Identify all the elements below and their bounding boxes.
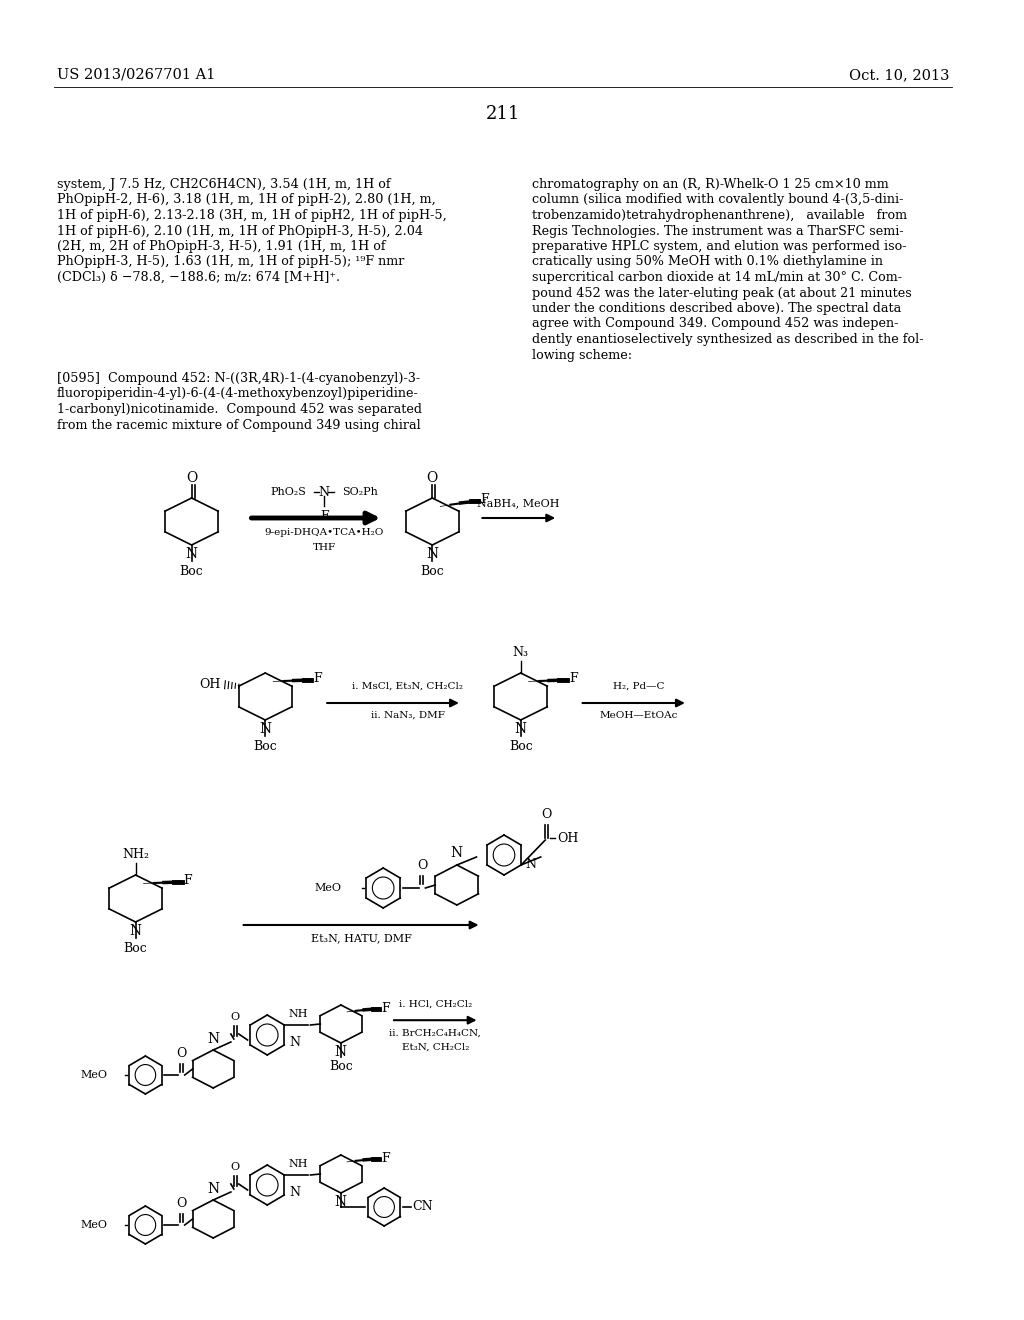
Text: agree with Compound 349. Compound 452 was indepen-: agree with Compound 349. Compound 452 wa… (532, 318, 899, 330)
Text: fluoropiperidin-4-yl)-6-(4-(4-methoxybenzoyl)piperidine-: fluoropiperidin-4-yl)-6-(4-(4-methoxyben… (57, 388, 419, 400)
Text: Boc: Boc (509, 741, 532, 752)
Text: Et₃N, HATU, DMF: Et₃N, HATU, DMF (310, 933, 412, 942)
Text: supercritical carbon dioxide at 14 mL/min at 30° C. Com-: supercritical carbon dioxide at 14 mL/mi… (532, 271, 902, 284)
Text: H₂, Pd—C: H₂, Pd—C (612, 682, 665, 690)
Text: O: O (230, 1162, 240, 1172)
Text: Boc: Boc (124, 942, 147, 954)
Text: O: O (176, 1047, 186, 1060)
Text: N: N (207, 1032, 219, 1045)
Text: [0595]  Compound 452: N-((3R,4R)-1-(4-cyanobenzyl)-3-: [0595] Compound 452: N-((3R,4R)-1-(4-cya… (57, 372, 420, 385)
Text: N: N (515, 722, 526, 737)
Text: O: O (230, 1012, 240, 1022)
Text: N: N (207, 1181, 219, 1196)
Text: i. MsCl, Et₃N, CH₂Cl₂: i. MsCl, Et₃N, CH₂Cl₂ (352, 682, 463, 690)
Text: F: F (381, 1002, 390, 1015)
Text: N: N (335, 1045, 347, 1059)
Text: Et₃N, CH₂Cl₂: Et₃N, CH₂Cl₂ (401, 1043, 469, 1051)
Text: PhOpipH-2, H-6), 3.18 (1H, m, 1H of pipH-2), 2.80 (1H, m,: PhOpipH-2, H-6), 3.18 (1H, m, 1H of pipH… (57, 194, 436, 206)
Text: dently enantioselectively synthesized as described in the fol-: dently enantioselectively synthesized as… (532, 333, 924, 346)
Text: Oct. 10, 2013: Oct. 10, 2013 (849, 69, 949, 82)
Text: 1H of pipH-6), 2.13-2.18 (3H, m, 1H of pipH2, 1H of pipH-5,: 1H of pipH-6), 2.13-2.18 (3H, m, 1H of p… (57, 209, 446, 222)
Text: 211: 211 (485, 106, 520, 123)
Text: preparative HPLC system, and elution was performed iso-: preparative HPLC system, and elution was… (532, 240, 907, 253)
Text: trobenzamido)tetrahydrophenanthrene),   available   from: trobenzamido)tetrahydrophenanthrene), av… (532, 209, 907, 222)
Text: NH: NH (289, 1008, 308, 1019)
Text: O: O (176, 1197, 186, 1210)
Text: N: N (335, 1195, 347, 1209)
Text: OH: OH (557, 832, 579, 845)
Text: MeO: MeO (315, 883, 342, 894)
Text: i. HCl, CH₂Cl₂: i. HCl, CH₂Cl₂ (398, 999, 472, 1008)
Text: F: F (480, 492, 489, 506)
Text: F: F (381, 1151, 390, 1164)
Text: MeO: MeO (80, 1220, 108, 1230)
Text: O: O (542, 808, 552, 821)
Text: CN: CN (413, 1200, 433, 1213)
Text: 9-epi-DHQA•TCA•H₂O: 9-epi-DHQA•TCA•H₂O (264, 528, 384, 537)
Text: Boc: Boc (329, 1060, 353, 1073)
Text: N: N (525, 858, 537, 871)
Text: column (silica modified with covalently bound 4-(3,5-dini-: column (silica modified with covalently … (532, 194, 904, 206)
Text: O: O (186, 471, 198, 484)
Text: F: F (569, 672, 578, 685)
Text: lowing scheme:: lowing scheme: (532, 348, 633, 362)
Text: ii. BrCH₂C₄H₄CN,: ii. BrCH₂C₄H₄CN, (389, 1028, 481, 1038)
Text: system, J 7.5 Hz, CH2C6H4CN), 3.54 (1H, m, 1H of: system, J 7.5 Hz, CH2C6H4CN), 3.54 (1H, … (57, 178, 390, 191)
Text: US 2013/0267701 A1: US 2013/0267701 A1 (57, 69, 215, 82)
Text: N: N (289, 1036, 300, 1049)
Text: NH₂: NH₂ (122, 847, 150, 861)
Text: O: O (427, 471, 438, 484)
Text: PhO₂S: PhO₂S (270, 487, 306, 498)
Text: PhOpipH-3, H-5), 1.63 (1H, m, 1H of pipH-5); ¹⁹F nmr: PhOpipH-3, H-5), 1.63 (1H, m, 1H of pipH… (57, 256, 404, 268)
Text: cratically using 50% MeOH with 0.1% diethylamine in: cratically using 50% MeOH with 0.1% diet… (532, 256, 884, 268)
Text: N₃: N₃ (513, 645, 528, 659)
Text: SO₂Ph: SO₂Ph (342, 487, 378, 498)
Text: Boc: Boc (253, 741, 278, 752)
Text: (CDCl₃) δ −78.8, −188.6; m/z: 674 [M+H]⁺.: (CDCl₃) δ −78.8, −188.6; m/z: 674 [M+H]⁺… (57, 271, 340, 284)
Text: THF: THF (312, 543, 336, 552)
Text: pound 452 was the later-eluting peak (at about 21 minutes: pound 452 was the later-eluting peak (at… (532, 286, 912, 300)
Text: MeO: MeO (80, 1071, 108, 1080)
Text: 1H of pipH-6), 2.10 (1H, m, 1H of PhOpipH-3, H-5), 2.04: 1H of pipH-6), 2.10 (1H, m, 1H of PhOpip… (57, 224, 423, 238)
Text: N: N (451, 846, 463, 861)
Text: N: N (259, 722, 271, 737)
Text: NaBH₄, MeOH: NaBH₄, MeOH (477, 498, 560, 508)
Text: Boc: Boc (421, 565, 444, 578)
Text: Boc: Boc (179, 565, 204, 578)
Text: N: N (185, 546, 198, 561)
Text: N: N (289, 1187, 300, 1200)
Text: ii. NaN₃, DMF: ii. NaN₃, DMF (371, 711, 444, 719)
Text: F: F (183, 874, 193, 887)
Text: under the conditions described above). The spectral data: under the conditions described above). T… (532, 302, 902, 315)
Text: F: F (319, 510, 329, 523)
Text: O: O (417, 859, 427, 873)
Text: MeOH—EtOAc: MeOH—EtOAc (599, 711, 678, 719)
Text: 1-carbonyl)nicotinamide.  Compound 452 was separated: 1-carbonyl)nicotinamide. Compound 452 wa… (57, 403, 422, 416)
Text: F: F (313, 672, 322, 685)
Text: chromatography on an (R, R)-Whelk-O 1 25 cm×10 mm: chromatography on an (R, R)-Whelk-O 1 25… (532, 178, 889, 191)
Text: OH: OH (200, 678, 221, 692)
Text: (2H, m, 2H of PhOpipH-3, H-5), 1.91 (1H, m, 1H of: (2H, m, 2H of PhOpipH-3, H-5), 1.91 (1H,… (57, 240, 386, 253)
Text: N: N (318, 486, 330, 499)
Text: Regis Technologies. The instrument was a TharSFC semi-: Regis Technologies. The instrument was a… (532, 224, 904, 238)
Text: N: N (129, 924, 141, 939)
Text: N: N (426, 546, 438, 561)
Text: from the racemic mixture of Compound 349 using chiral: from the racemic mixture of Compound 349… (57, 418, 421, 432)
Text: NH: NH (289, 1159, 308, 1170)
